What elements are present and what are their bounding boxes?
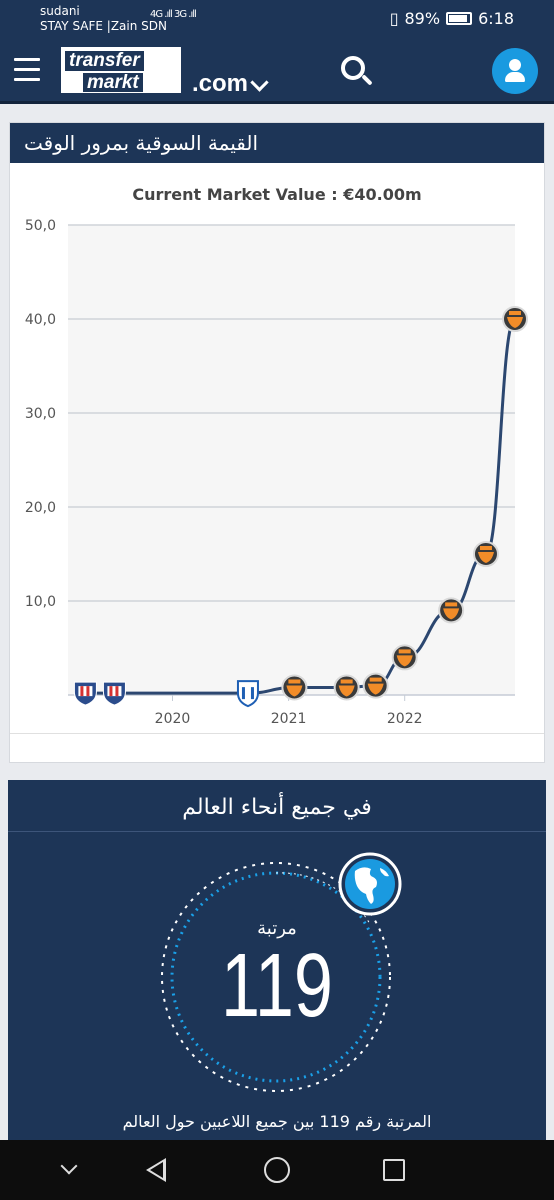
plot-area [68,225,515,695]
badge-stripe [86,686,90,697]
data-point [438,597,465,624]
chevron-down-icon[interactable] [60,1157,78,1175]
y-tick-label: 40,0 [25,312,56,328]
y-tick-label: 20,0 [25,500,56,516]
battery-icon [446,12,473,25]
data-point [333,674,360,701]
clock: 6:18 [478,9,514,28]
recent-apps-icon[interactable] [383,1159,405,1181]
logo-text-bottom: markt [83,73,143,92]
data-point [281,674,308,701]
data-point [73,681,97,706]
search-icon[interactable] [341,56,375,90]
market-value-card: القيمة السوقية بمرور الوقت Current Marke… [9,122,545,763]
x-tick-label: 2022 [387,711,423,727]
x-tick-label: 2020 [155,711,191,727]
logo-text-top: transfer [65,51,144,71]
badge-top [445,602,458,607]
badge-stripe [80,686,84,697]
x-tick-label: 2021 [271,711,307,727]
badge-top [340,679,353,684]
badge-stripe [241,687,245,700]
market-value-chart[interactable]: 50,0 40,0 30,0 20,0 10,0 2020 2021 2022 [10,213,544,733]
club-badge-icon [236,680,259,708]
badge-fill [443,608,460,620]
home-icon[interactable] [264,1157,290,1183]
status-right: ▯ 89% 6:18 [390,9,514,28]
data-point [502,306,528,332]
badge-field [107,686,122,697]
badge-top [288,679,301,684]
carrier-name-secondary: STAY SAFE |Zain SDN [40,19,167,33]
chevron-down-icon[interactable] [250,73,269,92]
back-icon-inner [150,1162,163,1178]
chart-title: Current Market Value : €40.00m [132,185,422,204]
status-bar: sudani STAY SAFE |Zain SDN 4G .ıll 3G .ı… [0,0,554,36]
rank-ring [161,852,402,1092]
vibrate-icon: ▯ [389,9,399,28]
badge-top [398,649,411,654]
globe-icon [338,852,402,916]
data-point [472,541,499,567]
carrier-name: sudani [40,4,80,18]
rank-caption: المرتبة رقم 119 بين جميع اللاعبين حول ال… [122,1112,432,1131]
data-point [236,680,259,708]
divider [10,733,544,734]
y-tick-label: 30,0 [25,406,56,422]
badge-stripe [115,686,119,697]
badge-field [78,686,93,697]
data-point [362,672,389,699]
logo[interactable]: transfer markt [61,47,181,93]
signal-icon: 4G .ıll 3G .ıll [150,9,197,20]
badge-fill [396,655,413,667]
site-header: transfer markt .com [0,36,554,104]
badge-fill [477,552,494,563]
rank-label: مرتبة [257,918,297,939]
battery-percent: 89% [404,9,441,28]
badge-stripe [250,687,254,700]
system-nav-bar [0,1140,554,1200]
y-tick-label: 50,0 [25,218,56,234]
user-icon[interactable] [492,48,538,94]
badge-top [369,677,382,682]
y-tick-label: 10,0 [25,594,56,610]
badge-top [509,311,521,315]
domain-selector[interactable]: .com [192,70,249,97]
badge-fill [338,685,355,697]
rank-number: 119 [221,936,333,1036]
badge-stripe [109,686,113,697]
badge-top [479,546,492,550]
badge-fill [286,685,303,697]
badge-fill [507,317,523,328]
card-title: القيمة السوقية بمرور الوقت [10,123,544,163]
worldwide-ranking-card: في جميع أنحاء العالم مرتبة 119 المرتبة ر… [8,780,546,1140]
menu-icon[interactable] [14,58,40,81]
card-title: في جميع أنحاء العالم [8,780,546,832]
badge-fill [367,683,384,695]
data-point [102,681,126,706]
data-point [391,644,418,671]
